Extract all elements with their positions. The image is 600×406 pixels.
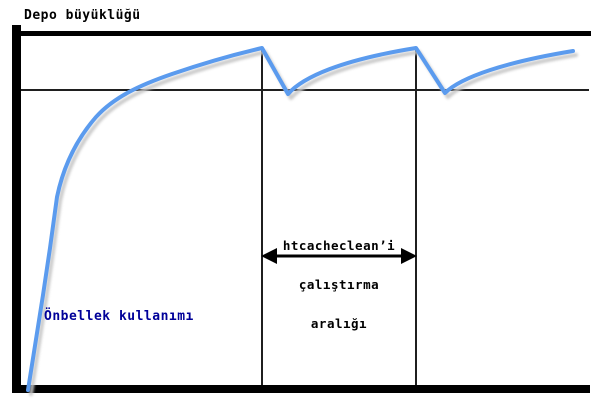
interval-arrow-head-right — [401, 248, 417, 264]
chart-title-storage-size: Depo büyüklüğü — [24, 8, 141, 23]
y-axis-bar — [12, 25, 21, 393]
cache-usage-series-label: Önbellek kullanımı — [44, 309, 194, 324]
cache-usage-curve-shadow — [29, 50, 578, 396]
annotation-line-1: htcacheclean’i — [282, 238, 396, 253]
x-axis-bar — [12, 385, 590, 393]
annotation-line-3: aralığı — [310, 316, 368, 331]
htcacheclean-interval-annotation: htcacheclean’i çalıştırma aralığı — [254, 213, 424, 356]
top-border-line — [20, 31, 591, 36]
interval-arrow-head-left — [261, 248, 277, 264]
annotation-line-2: çalıştırma — [298, 277, 380, 292]
cache-usage-curve — [26, 46, 575, 392]
